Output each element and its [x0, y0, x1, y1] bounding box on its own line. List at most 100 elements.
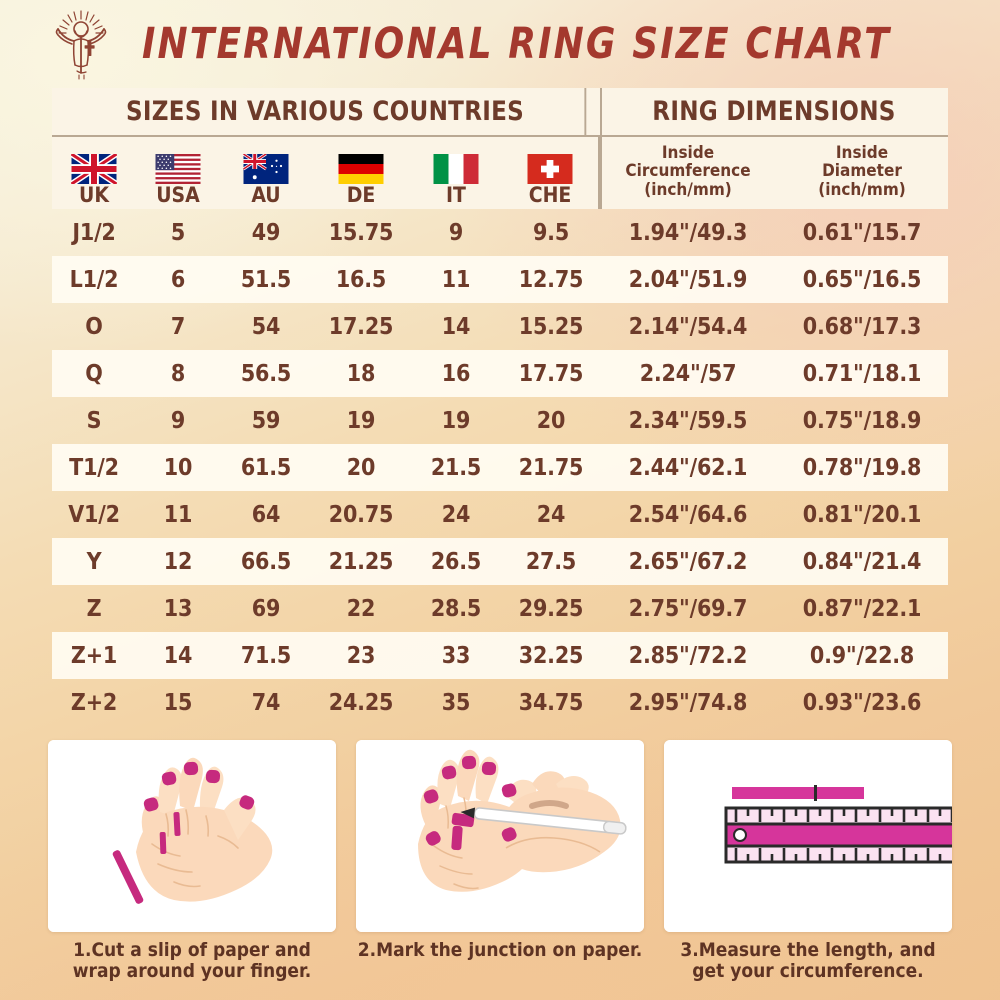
column-header-diameter: Inside Diameter (inch/mm) — [776, 137, 948, 209]
flag-de-icon — [338, 154, 384, 184]
cell-de: 19 — [346, 407, 376, 434]
cell-de: 16.5 — [335, 266, 387, 293]
instruction-card-1: 1.Cut a slip of paper and wrap around yo… — [48, 740, 336, 983]
table-row: V1/2 11 64 20.75 24 24 2.54"/64.6 0.81"/20.1 — [52, 491, 948, 538]
cell-au: 59 — [251, 407, 281, 434]
cell-it: 33 — [441, 642, 471, 669]
cell-au: 64 — [251, 501, 281, 528]
cell-de: 20.75 — [328, 501, 394, 528]
cell-au: 71.5 — [240, 642, 292, 669]
cell-uk: O — [85, 313, 103, 340]
cell-diameter: 0.75"/18.9 — [802, 407, 922, 434]
header-vertical-divider — [600, 88, 602, 209]
cell-diameter: 0.81"/20.1 — [802, 501, 922, 528]
column-header-au: AU — [220, 137, 312, 209]
flag-che-icon — [527, 154, 573, 184]
cell-usa: 6 — [170, 266, 186, 293]
cell-diameter: 0.61"/15.7 — [802, 219, 922, 246]
cell-diameter: 0.78"/19.8 — [802, 454, 922, 481]
cell-che: 34.75 — [518, 689, 584, 716]
column-code-che: CHE — [528, 183, 572, 207]
cell-usa: 15 — [163, 689, 193, 716]
cell-uk: J1/2 — [72, 219, 116, 246]
column-header-che: CHE — [502, 137, 600, 209]
diameter-label-line3: (inch/mm) — [818, 179, 906, 200]
cell-che: 9.5 — [532, 219, 570, 246]
diameter-label-line1: Inside — [835, 143, 889, 164]
cell-usa: 14 — [163, 642, 193, 669]
cell-usa: 8 — [170, 360, 186, 387]
cell-de: 18 — [346, 360, 376, 387]
cell-uk: V1/2 — [68, 501, 120, 528]
flag-uk-icon — [71, 154, 117, 184]
cell-de: 20 — [346, 454, 376, 481]
instruction-card-3: 3.Measure the length, and get your circu… — [664, 740, 952, 983]
cell-diameter: 0.68"/17.3 — [802, 313, 922, 340]
table-row: Z 13 69 22 28.5 29.25 2.75"/69.7 0.87"/22.1 — [52, 585, 948, 632]
cell-uk: L1/2 — [69, 266, 119, 293]
flag-usa-icon — [155, 154, 201, 184]
instruction-caption-1: 1.Cut a slip of paper and wrap around yo… — [72, 939, 312, 983]
cell-au: 69 — [251, 595, 281, 622]
cell-de: 22 — [346, 595, 376, 622]
cell-uk: S — [86, 407, 102, 434]
cell-usa: 7 — [170, 313, 186, 340]
cell-che: 32.25 — [518, 642, 584, 669]
column-code-it: IT — [446, 183, 466, 207]
cell-au: 51.5 — [240, 266, 292, 293]
column-code-usa: USA — [156, 183, 200, 207]
page-title: INTERNATIONAL RING SIZE CHART — [142, 19, 891, 69]
column-code-de: DE — [346, 183, 376, 207]
cell-usa: 5 — [170, 219, 186, 246]
instruction-cards: 1.Cut a slip of paper and wrap around yo… — [0, 740, 1000, 983]
jesus-figure-logo — [44, 7, 118, 81]
hand-with-paper-strip-illustration — [48, 740, 336, 932]
cell-it: 14 — [441, 313, 471, 340]
cell-uk: Z+2 — [70, 689, 118, 716]
table-row: L1/2 6 51.5 16.5 11 12.75 2.04"/51.9 0.65"/16.5 — [52, 256, 948, 303]
table-row: Z+2 15 74 24.25 35 34.75 2.95"/74.8 0.93"/23.6 — [52, 679, 948, 726]
table-row: T1/2 10 61.5 20 21.5 21.75 2.44"/62.1 0.78"/19.… — [52, 444, 948, 491]
cell-che: 12.75 — [518, 266, 584, 293]
table-row: Z+1 14 71.5 23 33 32.25 2.85"/72.2 0.9"/22.8 — [52, 632, 948, 679]
table-row: J1/2 5 49 15.75 9 9.5 1.94"/49.3 0.61"/15.7 — [52, 209, 948, 256]
cell-che: 21.75 — [518, 454, 584, 481]
cell-diameter: 0.65"/16.5 — [802, 266, 922, 293]
instruction-caption-3: 3.Measure the length, and get your circu… — [680, 939, 936, 983]
column-code-uk: UK — [79, 183, 109, 207]
cell-circumference: 2.54"/64.6 — [628, 501, 748, 528]
instruction-caption-2: 2.Mark the junction on paper. — [357, 939, 643, 961]
cell-usa: 10 — [163, 454, 193, 481]
cell-diameter: 0.71"/18.1 — [802, 360, 922, 387]
cell-diameter: 0.84"/21.4 — [802, 548, 922, 575]
circumference-label-line2: Circumference — [625, 161, 751, 182]
flag-au-icon — [243, 154, 289, 184]
column-header-usa: USA — [136, 137, 220, 209]
cell-circumference: 2.85"/72.2 — [628, 642, 748, 669]
table-row: S 9 59 19 19 20 2.34"/59.5 0.75"/18.9 — [52, 397, 948, 444]
cell-it: 24 — [441, 501, 471, 528]
cell-che: 20 — [536, 407, 566, 434]
cell-it: 16 — [441, 360, 471, 387]
cell-au: 66.5 — [240, 548, 292, 575]
cell-che: 17.75 — [518, 360, 584, 387]
column-header-circumference: Inside Circumference (inch/mm) — [600, 137, 776, 209]
cell-che: 27.5 — [525, 548, 577, 575]
cell-de: 24.25 — [328, 689, 394, 716]
cell-usa: 13 — [163, 595, 193, 622]
cell-diameter: 0.87"/22.1 — [802, 595, 922, 622]
cell-usa: 12 — [163, 548, 193, 575]
table-body: J1/2 5 49 15.75 9 9.5 1.94"/49.3 0.61"/15.7 L1/2… — [52, 209, 948, 726]
group-header-countries: SIZES IN VARIOUS COUNTRIES — [66, 88, 587, 135]
instruction-card-2: 2.Mark the junction on paper. — [356, 740, 644, 983]
cell-che: 15.25 — [518, 313, 584, 340]
cell-circumference: 2.34"/59.5 — [628, 407, 748, 434]
cell-au: 49 — [251, 219, 281, 246]
cell-diameter: 0.9"/22.8 — [809, 642, 915, 669]
cell-circumference: 2.75"/69.7 — [628, 595, 748, 622]
cell-au: 61.5 — [240, 454, 292, 481]
circumference-label-line1: Inside — [661, 143, 715, 164]
cell-uk: Y — [86, 548, 102, 575]
cell-it: 11 — [441, 266, 471, 293]
